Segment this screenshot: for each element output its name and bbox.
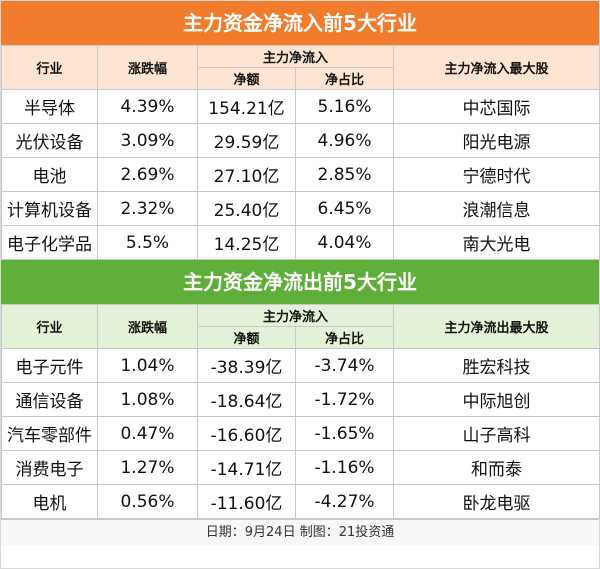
amount-cell: 27.10亿: [197, 157, 296, 192]
header-ratio: 净占比: [294, 67, 395, 90]
inflow-title: 主力资金净流入前5大行业: [1, 1, 599, 45]
top-stock-cell: 南大光电: [393, 225, 600, 260]
inflow-header-row: 行业 涨跌幅 主力净流入 主力净流入最大股: [1, 45, 600, 90]
outflow-header-row: 行业 涨跌幅 主力净流入 主力净流出最大股: [1, 304, 600, 349]
industry-cell: 消费电子: [1, 450, 98, 485]
ratio-cell: 6.45%: [294, 191, 395, 226]
industry-cell: 通信设备: [1, 382, 98, 417]
table-row: 电子化学品 5.5% 14.25亿 4.04% 南大光电: [1, 225, 600, 260]
change-cell: 3.09%: [97, 123, 198, 158]
outflow-table: 行业 涨跌幅 主力净流入 主力净流出最大股 净额 净占比 电子元件 1.04% …: [1, 304, 600, 519]
change-cell: 5.5%: [97, 225, 198, 260]
header-change: 涨跌幅: [97, 304, 198, 349]
ratio-cell: -1.65%: [294, 416, 395, 451]
industry-cell: 电子元件: [1, 348, 98, 383]
ratio-cell: 5.16%: [294, 89, 395, 124]
top-stock-cell: 阳光电源: [393, 123, 600, 158]
outflow-title: 主力资金净流出前5大行业: [1, 260, 599, 304]
top-stock-cell: 浪潮信息: [393, 191, 600, 226]
change-cell: 4.39%: [97, 89, 198, 124]
table-row: 电机 0.56% -11.60亿 -4.27% 卧龙电驱: [1, 484, 600, 519]
industry-cell: 电机: [1, 484, 98, 519]
amount-cell: 29.59亿: [197, 123, 296, 158]
amount-cell: 14.25亿: [197, 225, 296, 260]
ratio-cell: 4.96%: [294, 123, 395, 158]
header-net-inflow-group: 主力净流入: [196, 304, 395, 327]
top-stock-cell: 和而泰: [393, 450, 600, 485]
ratio-cell: 2.85%: [294, 157, 395, 192]
change-cell: 1.27%: [97, 450, 198, 485]
header-change: 涨跌幅: [97, 45, 198, 90]
industry-cell: 电池: [1, 157, 98, 192]
header-amount: 净额: [197, 326, 296, 349]
change-cell: 1.08%: [97, 382, 198, 417]
top-stock-cell: 中际旭创: [393, 382, 600, 417]
change-cell: 0.56%: [97, 484, 198, 519]
table-row: 半导体 4.39% 154.21亿 5.16% 中芯国际: [1, 89, 600, 124]
amount-cell: -16.60亿: [197, 416, 296, 451]
amount-cell: -11.60亿: [197, 484, 296, 519]
table-row: 消费电子 1.27% -14.71亿 -1.16% 和而泰: [1, 450, 600, 485]
industry-cell: 光伏设备: [1, 123, 98, 158]
top-stock-cell: 卧龙电驱: [393, 484, 600, 519]
table-row: 光伏设备 3.09% 29.59亿 4.96% 阳光电源: [1, 123, 600, 158]
change-cell: 2.69%: [97, 157, 198, 192]
change-cell: 2.32%: [97, 191, 198, 226]
inflow-subheader-row: 净额 净占比: [2, 67, 600, 90]
industry-cell: 半导体: [1, 89, 98, 124]
header-net-inflow-group: 主力净流入: [196, 45, 395, 68]
header-top-stock: 主力净流出最大股: [393, 304, 600, 349]
ratio-cell: -3.74%: [294, 348, 395, 383]
top-stock-cell: 山子高科: [393, 416, 600, 451]
top-stock-cell: 胜宏科技: [393, 348, 600, 383]
ratio-cell: 4.04%: [294, 225, 395, 260]
table-row: 汽车零部件 0.47% -16.60亿 -1.65% 山子高科: [1, 416, 600, 451]
industry-cell: 计算机设备: [1, 191, 98, 226]
amount-cell: -14.71亿: [197, 450, 296, 485]
footer-credit: 日期：9月24日 制图：21投资通: [1, 519, 599, 545]
change-cell: 0.47%: [97, 416, 198, 451]
amount-cell: 154.21亿: [197, 89, 296, 124]
industry-cell: 电子化学品: [1, 225, 98, 260]
ratio-cell: -1.72%: [294, 382, 395, 417]
table-row: 电子元件 1.04% -38.39亿 -3.74% 胜宏科技: [1, 348, 600, 383]
header-top-stock: 主力净流入最大股: [393, 45, 600, 90]
amount-cell: -38.39亿: [197, 348, 296, 383]
table-row: 通信设备 1.08% -18.64亿 -1.72% 中际旭创: [1, 382, 600, 417]
ratio-cell: -4.27%: [294, 484, 395, 519]
outflow-subheader-row: 净额 净占比: [2, 326, 600, 349]
table-row: 电池 2.69% 27.10亿 2.85% 宁德时代: [1, 157, 600, 192]
header-industry: 行业: [1, 304, 98, 349]
ratio-cell: -1.16%: [294, 450, 395, 485]
table-row: 计算机设备 2.32% 25.40亿 6.45% 浪潮信息: [1, 191, 600, 226]
header-amount: 净额: [197, 67, 296, 90]
change-cell: 1.04%: [97, 348, 198, 383]
top-stock-cell: 宁德时代: [393, 157, 600, 192]
top-stock-cell: 中芯国际: [393, 89, 600, 124]
amount-cell: 25.40亿: [197, 191, 296, 226]
inflow-table: 行业 涨跌幅 主力净流入 主力净流入最大股 净额 净占比 半导体 4.39% 1…: [1, 45, 600, 260]
header-ratio: 净占比: [294, 326, 395, 349]
industry-cell: 汽车零部件: [1, 416, 98, 451]
amount-cell: -18.64亿: [197, 382, 296, 417]
header-industry: 行业: [1, 45, 98, 90]
